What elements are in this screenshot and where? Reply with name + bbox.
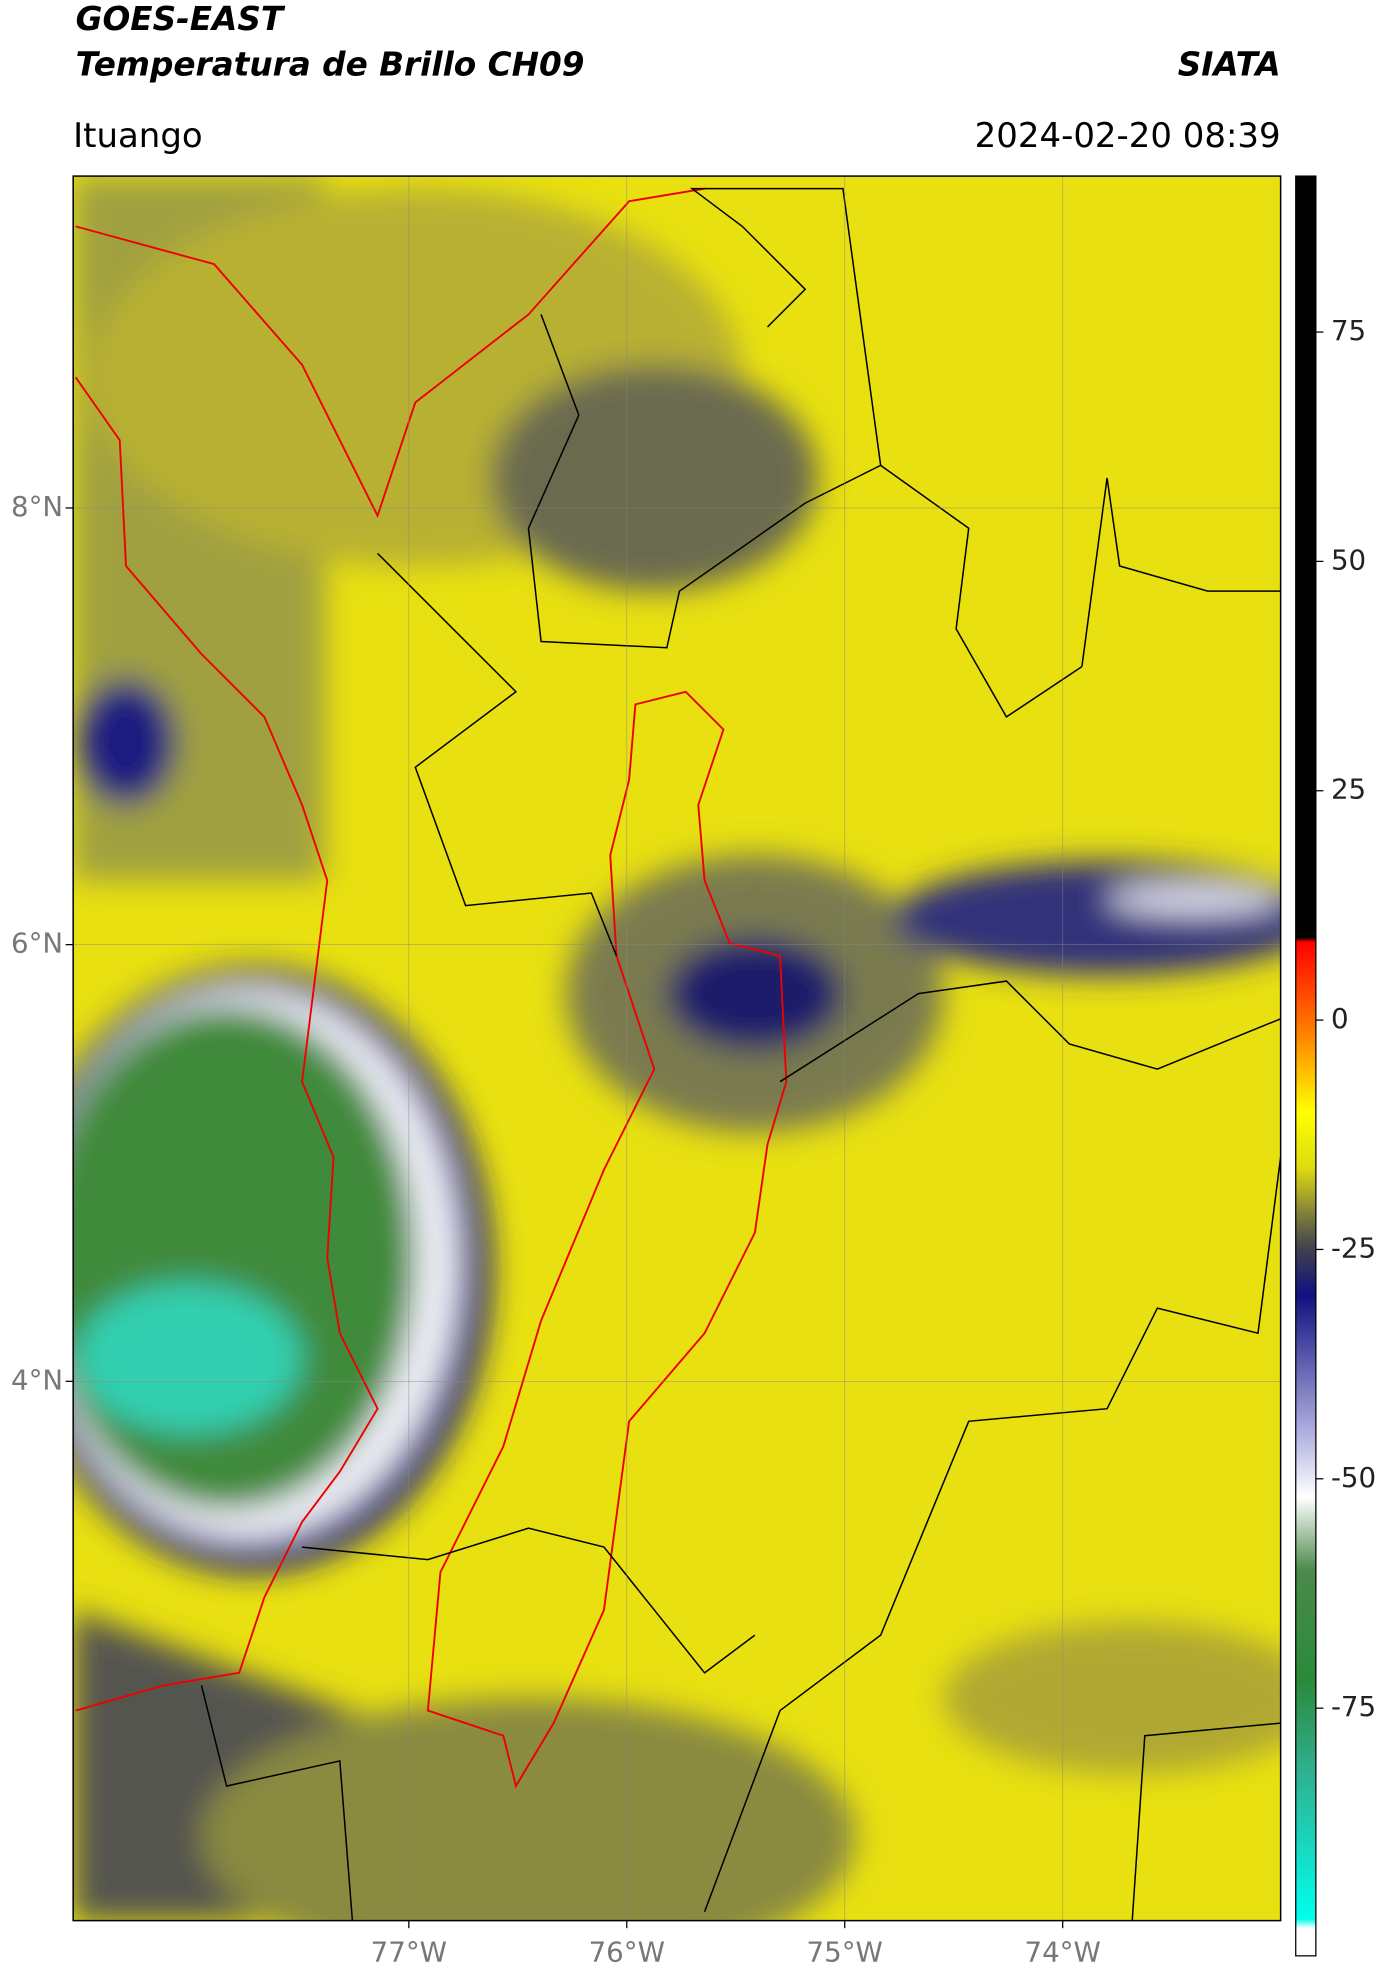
x-tick-label: 74°W	[1024, 1935, 1100, 1968]
datetime: 2024-02-20 08:39	[975, 116, 1281, 156]
y-tick-label: 6°N	[11, 927, 63, 960]
colorbar-tick-label: 50	[1331, 543, 1366, 576]
x-tick-label: 75°W	[807, 1935, 883, 1968]
colorbar-tick-label: -75	[1331, 1690, 1376, 1723]
x-tick-label: 77°W	[371, 1935, 447, 1968]
colorbar-tick-label: 0	[1331, 1002, 1349, 1035]
colorbar-tick-label: -25	[1331, 1231, 1376, 1264]
colorbar-tick-label: 25	[1331, 773, 1366, 806]
y-tick-label: 8°N	[11, 490, 63, 523]
subtitle: Temperatura de Brillo CH09	[76, 45, 585, 83]
map-frame	[72, 175, 1282, 1922]
title: GOES-EAST	[76, 0, 286, 38]
location: Ituango	[73, 116, 203, 156]
colorbar-tick-label: -50	[1331, 1461, 1376, 1494]
y-tick-label: 4°N	[11, 1363, 63, 1396]
x-tick-label: 76°W	[589, 1935, 665, 1968]
grid	[73, 176, 1281, 1921]
source: SIATA	[1178, 45, 1281, 83]
colorbar	[1295, 175, 1317, 1957]
satellite-image	[73, 176, 1281, 1921]
colorbar-tick-label: 75	[1331, 314, 1366, 347]
